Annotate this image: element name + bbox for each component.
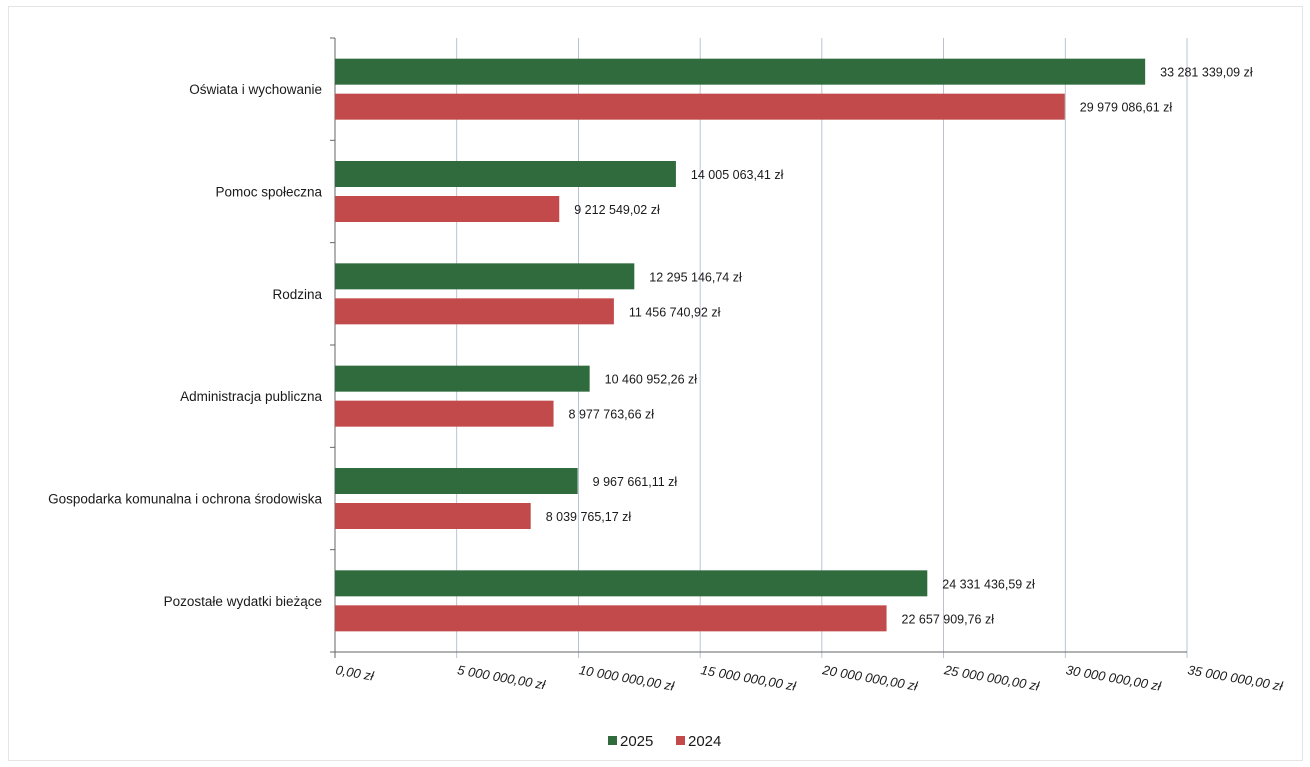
bar-2024-0 — [335, 93, 1065, 120]
x-tick-label: 30 000 000,00 zł — [1065, 662, 1163, 694]
x-tick-label: 0,00 zł — [334, 662, 375, 684]
bar-2025-1 — [335, 161, 676, 187]
category-label: Administracja publiczna — [180, 389, 322, 404]
chart-frame — [8, 6, 1303, 761]
category-label: Gospodarka komunalna i ochrona środowisk… — [48, 492, 322, 507]
bar-2024-4 — [335, 503, 531, 529]
category-label: Pozostałe wydatki bieżące — [164, 594, 322, 609]
bar-2024-3 — [335, 400, 554, 427]
bar-2025-2 — [335, 263, 635, 290]
data-label: 8 977 763,66 zł — [569, 408, 655, 422]
bar-2025-3 — [335, 365, 590, 392]
bar-2025-4 — [335, 468, 578, 494]
data-label: 14 005 063,41 zł — [691, 168, 784, 182]
x-tick-label: 35 000 000,00 zł — [1186, 662, 1284, 694]
legend-swatch-2025 — [608, 736, 617, 745]
data-label: 9 212 549,02 zł — [574, 203, 660, 217]
data-label: 11 456 740,92 zł — [629, 305, 721, 319]
data-label: 10 460 952,26 zł — [605, 373, 698, 387]
data-label: 22 657 909,76 zł — [902, 612, 995, 626]
legend-label: 2024 — [688, 733, 721, 750]
x-tick-label: 25 000 000,00 zł — [942, 662, 1041, 694]
data-label: 33 281 339,09 zł — [1160, 66, 1253, 80]
category-label: Oświata i wychowanie — [189, 82, 322, 97]
bar-2024-1 — [335, 196, 560, 222]
category-label: Pomoc społeczna — [215, 185, 322, 200]
bar-2025-5 — [335, 570, 928, 597]
x-tick-label: 5 000 000,00 zł — [456, 662, 547, 692]
legend-label: 2025 — [620, 733, 653, 750]
bar-2025-0 — [335, 58, 1146, 85]
x-tick-label: 20 000 000,00 zł — [820, 662, 919, 694]
data-label: 24 331 436,59 zł — [942, 577, 1035, 591]
bar-2024-5 — [335, 605, 887, 632]
x-tick-label: 10 000 000,00 zł — [578, 662, 676, 694]
category-label: Rodzina — [272, 287, 322, 302]
data-label: 29 979 086,61 zł — [1080, 101, 1173, 115]
x-tick-label: 15 000 000,00 zł — [700, 662, 798, 694]
bar-2024-2 — [335, 298, 614, 325]
legend-swatch-2024 — [676, 736, 685, 745]
data-label: 12 295 146,74 zł — [649, 270, 742, 284]
data-label: 8 039 765,17 zł — [546, 510, 632, 524]
data-label: 9 967 661,11 zł — [593, 475, 678, 489]
